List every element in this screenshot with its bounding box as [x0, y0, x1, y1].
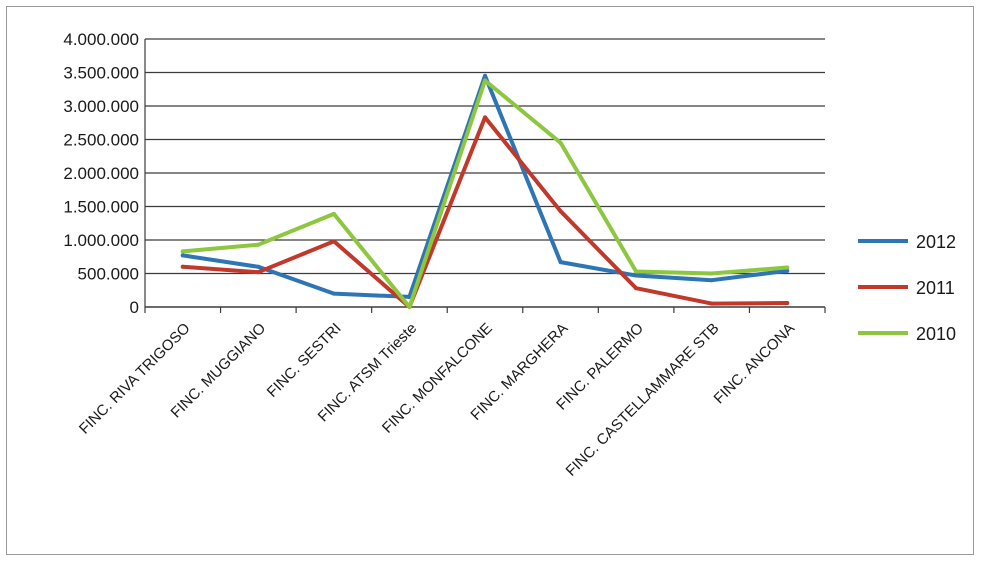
- data-point: [558, 140, 563, 145]
- data-point: [256, 264, 261, 269]
- data-point: [256, 270, 261, 275]
- data-point: [483, 115, 487, 120]
- legend-item-2010: 2010: [858, 324, 956, 344]
- y-tick-label: 3.000.000: [63, 97, 139, 116]
- data-point: [785, 268, 790, 273]
- y-tick-label: 0: [130, 298, 139, 317]
- series-line-2012: [180, 73, 790, 299]
- legend-item-2012: 2012: [858, 232, 956, 252]
- data-point: [709, 301, 714, 306]
- data-point: [180, 249, 185, 254]
- data-point: [331, 239, 336, 244]
- data-point: [634, 286, 639, 291]
- legend-label: 2012: [916, 232, 956, 252]
- x-tick-label: FINC. CASTELLAMMARE STB: [563, 320, 723, 480]
- data-point: [709, 271, 714, 276]
- y-tick-label: 1.500.000: [63, 198, 139, 217]
- data-point: [256, 242, 261, 247]
- y-tick-label: 1.000.000: [63, 231, 139, 250]
- data-point: [634, 269, 639, 274]
- data-point: [180, 264, 185, 269]
- chart-frame: [6, 6, 974, 555]
- data-point: [558, 260, 563, 265]
- data-point: [331, 291, 336, 296]
- data-point: [483, 73, 487, 78]
- y-tick-label: 2.000.000: [63, 164, 139, 183]
- data-point: [558, 209, 563, 214]
- data-point: [785, 265, 790, 270]
- legend: 2012 2011 2010: [858, 232, 956, 344]
- legend-item-2011: 2011: [858, 278, 955, 298]
- x-tick-label: FINC. RIVA TRIGOSO: [76, 320, 194, 438]
- x-tick-label: FINC. ANCONA: [711, 320, 798, 407]
- series-lines: [180, 73, 790, 309]
- legend-label: 2011: [916, 278, 955, 298]
- axes: [144, 39, 826, 313]
- data-point: [407, 305, 412, 309]
- data-point: [709, 278, 714, 283]
- data-point: [180, 253, 185, 258]
- y-tick-label: 500.000: [78, 265, 139, 284]
- data-point: [331, 211, 336, 216]
- legend-label: 2010: [916, 324, 956, 344]
- data-point: [483, 78, 487, 83]
- y-tick-label: 4.000.000: [63, 30, 139, 49]
- data-point: [634, 273, 639, 278]
- x-tick-label: FINC. SESTRI: [264, 320, 345, 401]
- y-tick-label: 2.500.000: [63, 131, 139, 150]
- y-tick-label: 3.500.000: [63, 64, 139, 83]
- y-axis-tick-labels: 0 500.000 1.000.000 1.500.000 2.000.000 2.500…: [63, 30, 139, 317]
- data-point: [785, 300, 790, 305]
